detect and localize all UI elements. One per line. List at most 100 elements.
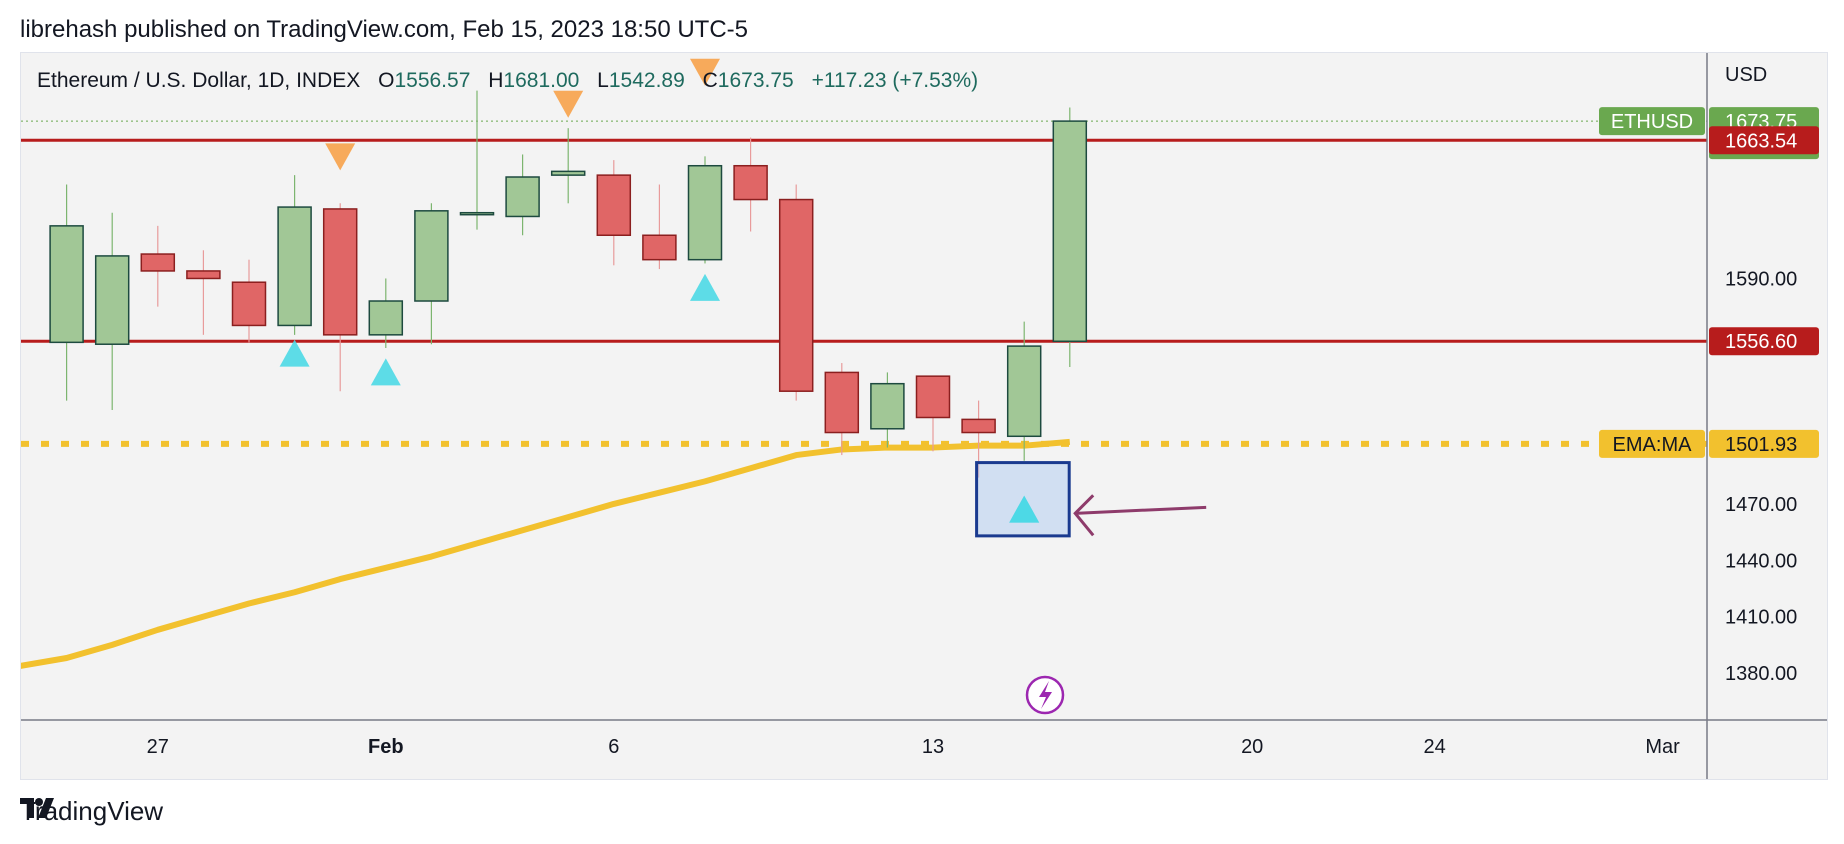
candle-body (596, 174, 632, 237)
published-caption: librehash published on TradingView.com, … (20, 16, 749, 43)
candle[interactable] (94, 212, 130, 410)
candle[interactable] (186, 250, 221, 335)
candle[interactable] (733, 137, 768, 232)
tradingview-logo-icon (20, 798, 54, 818)
candle-body (870, 382, 905, 430)
candle[interactable] (824, 363, 860, 456)
horizontal-levels (21, 120, 1707, 343)
candle[interactable] (49, 184, 84, 401)
candle-body (733, 164, 768, 201)
level-price-badge-bg (1709, 126, 1819, 155)
high-value: 1681.00 (503, 69, 579, 92)
candle-body (277, 206, 312, 327)
level-price-badge-text: 1663.54 (1725, 130, 1797, 152)
time-tick-label: 6 (608, 736, 619, 758)
ema-line[interactable] (21, 438, 1071, 669)
price-tick-label: 1380.00 (1725, 663, 1797, 685)
candles (49, 90, 1088, 478)
candle-body (505, 176, 540, 218)
open-value: 1556.57 (394, 69, 470, 92)
symbol-title: Ethereum / U.S. Dollar, 1D, INDEX (37, 69, 360, 92)
candle-body (687, 164, 723, 261)
time-scale-ticks[interactable]: 27 Feb 6 13 20 24 Mar (147, 736, 1680, 758)
candle-body (414, 210, 449, 302)
chart-panel[interactable]: Ethereum / U.S. Dollar, 1D, INDEX O1556.… (20, 52, 1828, 780)
time-tick-label: 13 (922, 736, 944, 758)
candle[interactable] (778, 184, 814, 401)
candle[interactable] (368, 278, 404, 348)
candle-body (140, 253, 176, 272)
ema-price-badge-text: 1501.93 (1725, 434, 1797, 456)
sell-signal-marker[interactable] (325, 143, 356, 171)
candle[interactable] (687, 156, 723, 264)
candle-body (642, 234, 677, 261)
price-badges: 1673.7509:591663.541556.601501.93ETHUSDE… (1599, 107, 1819, 458)
buy-signal-marker[interactable] (690, 273, 720, 301)
signal-markers (279, 58, 1040, 523)
level-price-badge[interactable]: 1663.54 (1709, 126, 1819, 155)
candle-body (550, 170, 586, 176)
ema-label[interactable]: EMA:MA (1599, 429, 1705, 458)
candle[interactable] (642, 184, 677, 270)
candle[interactable] (550, 128, 586, 204)
candle-body (322, 208, 358, 336)
candle[interactable] (140, 225, 176, 307)
lightning-icon[interactable] (1025, 675, 1065, 715)
time-tick-label: 24 (1423, 736, 1445, 758)
level-price-badge-bg (1709, 327, 1819, 356)
time-tick-label: 20 (1241, 736, 1263, 758)
time-tick-label: Feb (368, 736, 404, 758)
candle-body (915, 375, 951, 419)
ema-price-badge[interactable]: 1501.93 (1709, 429, 1819, 458)
candle-body (186, 270, 221, 280)
candle-body (231, 281, 267, 327)
low-value: 1542.89 (609, 69, 685, 92)
ema-label-bg (1599, 429, 1705, 458)
candlestick-chart[interactable]: Ethereum / U.S. Dollar, 1D, INDEX O1556.… (21, 53, 1827, 779)
currency-label: USD (1725, 64, 1767, 86)
price-tick-label: 1410.00 (1725, 607, 1797, 629)
sell-signal-marker[interactable] (690, 58, 720, 86)
candle[interactable] (322, 203, 358, 392)
time-tick-label: Mar (1645, 736, 1680, 758)
annotation-arrow[interactable] (1075, 505, 1207, 515)
price-scale-ticks[interactable]: 1590.00 1470.00 1440.00 1410.00 1380.00 (1725, 268, 1797, 685)
annotations (975, 461, 1207, 538)
candle[interactable] (870, 372, 905, 448)
candle-body (824, 371, 860, 434)
symbol-price-label[interactable]: ETHUSD (1599, 107, 1705, 136)
close-label: C (703, 69, 718, 92)
candle-body (1052, 120, 1088, 343)
low-label: L (597, 69, 609, 92)
symbol-price-label-bg (1599, 107, 1705, 136)
footer: TradingView (20, 796, 163, 827)
candle[interactable] (505, 154, 540, 236)
candle-body (1006, 345, 1042, 438)
candle[interactable] (277, 175, 312, 335)
buy-signal-marker[interactable] (279, 339, 310, 367)
ema-series (21, 438, 1707, 669)
candle[interactable] (596, 160, 632, 266)
candle[interactable] (414, 203, 449, 345)
change-value: +117.23 (+7.53%) (812, 69, 979, 92)
price-tick-label: 1470.00 (1725, 494, 1797, 516)
price-tick-label: 1590.00 (1725, 268, 1797, 290)
ema-label-text: EMA:MA (1613, 434, 1693, 456)
candle-body (778, 198, 814, 392)
buy-signal-marker-highlighted[interactable] (1009, 495, 1040, 523)
candle-body (49, 225, 84, 344)
candle-body (961, 418, 996, 434)
buy-signal-marker[interactable] (370, 358, 401, 386)
candle[interactable] (915, 375, 951, 452)
sell-signal-marker[interactable] (553, 90, 584, 118)
level-price-badge-text: 1556.60 (1725, 331, 1797, 353)
level-price-badge[interactable]: 1556.60 (1709, 327, 1819, 356)
candle[interactable] (1006, 321, 1042, 461)
open-label: O (378, 69, 394, 92)
candle-body (368, 300, 404, 336)
candle[interactable] (459, 90, 495, 230)
candle[interactable] (231, 259, 267, 343)
candle[interactable] (1052, 107, 1088, 367)
candle-body (459, 211, 495, 216)
